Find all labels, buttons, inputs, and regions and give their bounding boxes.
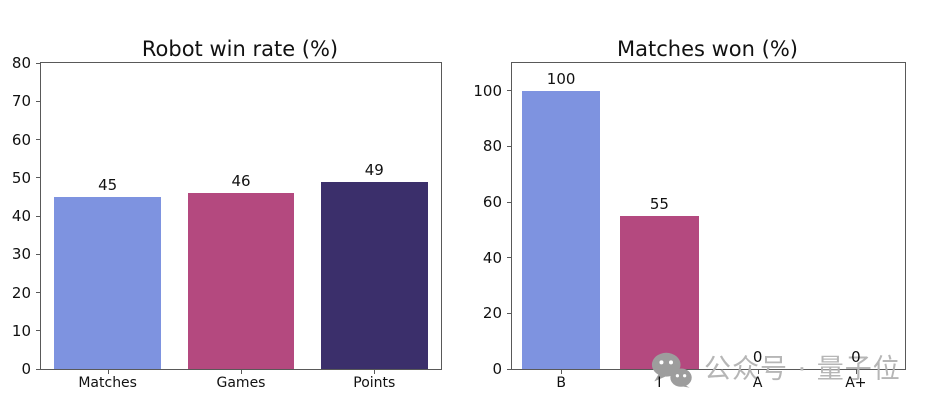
y-axis-tick-mark (36, 177, 40, 179)
bar-points (321, 181, 428, 369)
y-axis-tick-mark (36, 292, 40, 293)
bar-games (187, 193, 295, 369)
y-axis-tick-mark (36, 368, 40, 370)
x-axis-category-label: B (556, 375, 566, 391)
x-axis-category-label: Games (216, 375, 266, 391)
chart-title-matches-won: Matches won (%) (617, 37, 798, 61)
y-axis-tick-mark (507, 312, 511, 314)
y-axis-tick-mark (507, 145, 511, 147)
x-axis-category-label: A+ (845, 375, 867, 391)
bar-value-label: 55 (649, 195, 669, 213)
y-axis-tick-mark (36, 330, 40, 332)
y-axis-tick-label: 30 (11, 245, 31, 264)
bar-value-label: 46 (231, 172, 251, 191)
y-axis-tick-label: 80 (11, 54, 31, 72)
bar-b (521, 90, 601, 369)
x-axis-category-label: Matches (78, 375, 137, 391)
y-axis-tick-label: 10 (11, 321, 31, 340)
x-axis-tick-mark (374, 370, 376, 374)
y-axis-tick-mark (36, 139, 40, 140)
y-axis-tick-label: 20 (11, 283, 31, 302)
y-axis-tick-label: 70 (11, 92, 31, 111)
chart-title-robot-win-rate: Robot win rate (%) (141, 37, 339, 61)
y-axis-tick-mark (36, 215, 40, 217)
y-axis-tick-label: 50 (11, 168, 31, 187)
x-axis-tick-mark (757, 370, 759, 374)
y-axis-tick-mark (507, 368, 511, 370)
bar-value-label: 0 (752, 348, 763, 366)
bar-value-label: 49 (364, 160, 384, 179)
y-axis-tick-mark (507, 90, 511, 92)
y-axis-tick-mark (36, 100, 40, 102)
y-axis-tick-label: 40 (482, 248, 502, 267)
y-axis-tick-label: 0 (492, 360, 502, 378)
bar-value-label: 100 (546, 69, 576, 88)
y-axis-tick-mark (507, 257, 511, 259)
y-axis-tick-label: 0 (21, 360, 31, 378)
y-axis-tick-label: 100 (473, 81, 502, 100)
x-axis-category-label: I (657, 375, 662, 391)
y-axis-tick-label: 60 (482, 193, 502, 212)
x-axis-tick-mark (561, 370, 563, 374)
plot-area-matches-won: 0 20 40 60 80 100 100 B 55 I 0 A 0 A+ (473, 62, 906, 390)
y-axis-tick-mark (36, 62, 40, 64)
y-axis-tick-label: 80 (482, 137, 502, 156)
x-axis-category-label: A (752, 375, 763, 391)
y-axis-tick-mark (36, 253, 40, 255)
y-axis-tick-mark (507, 201, 511, 203)
y-axis-tick-label: 60 (11, 130, 31, 149)
y-axis-tick-label: 20 (482, 304, 502, 323)
bar-value-label: 0 (851, 348, 861, 366)
y-axis-tick-label: 40 (11, 207, 31, 225)
x-axis-tick-mark (659, 370, 661, 374)
x-axis-tick-mark (241, 370, 242, 374)
bar-value-label: 45 (98, 175, 118, 194)
bar-i (620, 216, 699, 369)
x-axis-tick-mark (107, 370, 109, 374)
x-axis-category-label: Points (353, 375, 396, 391)
x-axis-tick-mark (855, 370, 857, 374)
plot-area-robot-win-rate: 0 10 20 30 40 50 60 70 80 45 Matches 46 Games 49 Point… (12, 54, 442, 390)
bar-matches (54, 196, 161, 369)
